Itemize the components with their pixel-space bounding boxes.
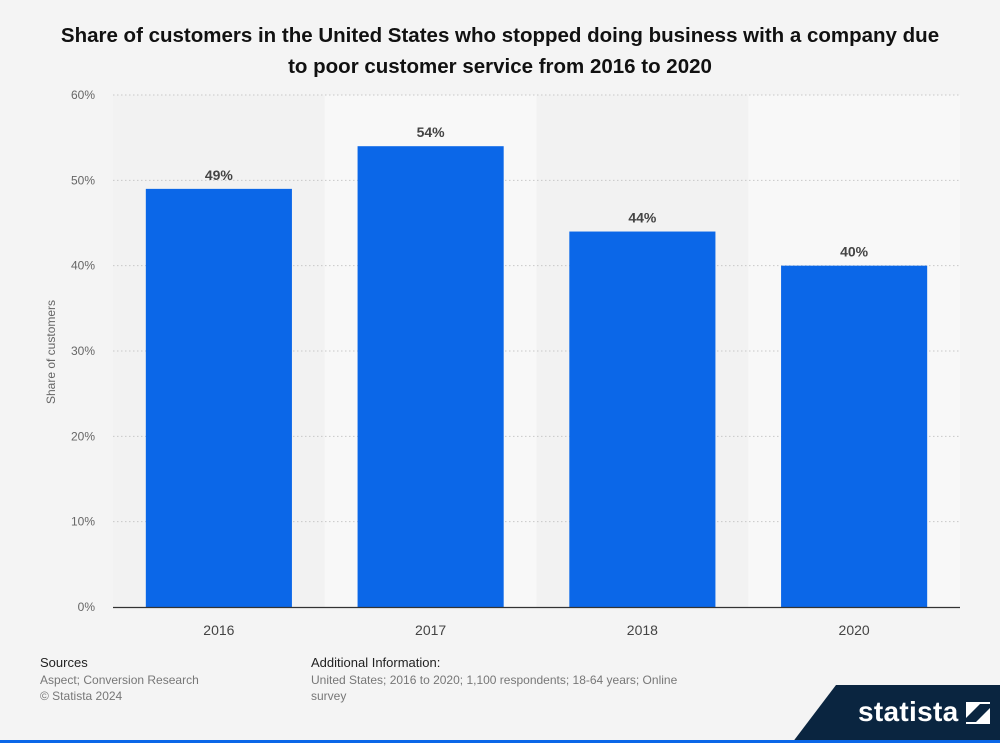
x-tick-label: 2016 <box>203 622 234 638</box>
brand-name: statista <box>858 696 959 727</box>
info-text: United States; 2016 to 2020; 1,100 respo… <box>311 673 678 703</box>
value-labels: 49% 54% 44% 40% <box>205 124 869 259</box>
bottom-accent-bar <box>0 740 1000 743</box>
bar[interactable] <box>357 146 504 607</box>
bar-chart: 0%10%20%30%40%50%60% 49%54%44%40% 2016 20… <box>44 88 960 638</box>
bar[interactable] <box>145 188 292 607</box>
statista-brand[interactable]: statista <box>792 685 1000 743</box>
info-title: Additional Information: <box>311 655 441 670</box>
value-label: 54% <box>417 124 446 140</box>
bar[interactable] <box>781 265 928 607</box>
statista-logo-icon <box>966 702 990 724</box>
y-tick-label: 0% <box>78 600 96 614</box>
x-tick-label: 2020 <box>839 622 870 638</box>
y-tick-label: 60% <box>71 88 95 102</box>
y-axis-title: Share of customers <box>44 300 58 404</box>
x-tick-label: 2018 <box>627 622 658 638</box>
copyright-line: © Statista 2024 <box>40 689 123 703</box>
value-label: 40% <box>840 244 869 260</box>
sources-line[interactable]: Aspect; Conversion Research <box>40 673 199 687</box>
sources-title: Sources <box>40 655 88 670</box>
footer-additional-info: Additional Information: United States; 2… <box>311 655 701 704</box>
value-label: 44% <box>628 210 657 226</box>
bars <box>145 146 928 608</box>
chart-title: Share of customers in the United States … <box>60 24 940 78</box>
y-tick-label: 50% <box>71 173 95 187</box>
bar[interactable] <box>569 231 716 608</box>
footer-sources: Sources Aspect; Conversion Research © St… <box>40 655 199 704</box>
y-tick-label: 10% <box>71 515 95 529</box>
x-tick-label: 2017 <box>415 622 446 638</box>
value-label: 49% <box>205 167 234 183</box>
y-axis-ticks: 0% 10% 20% 30% 40% 50% 60% <box>71 88 95 614</box>
y-tick-label: 20% <box>71 429 95 443</box>
x-axis-ticks: 2016 2017 2018 2020 <box>203 622 870 638</box>
y-tick-label: 40% <box>71 259 95 273</box>
y-tick-label: 30% <box>71 344 95 358</box>
